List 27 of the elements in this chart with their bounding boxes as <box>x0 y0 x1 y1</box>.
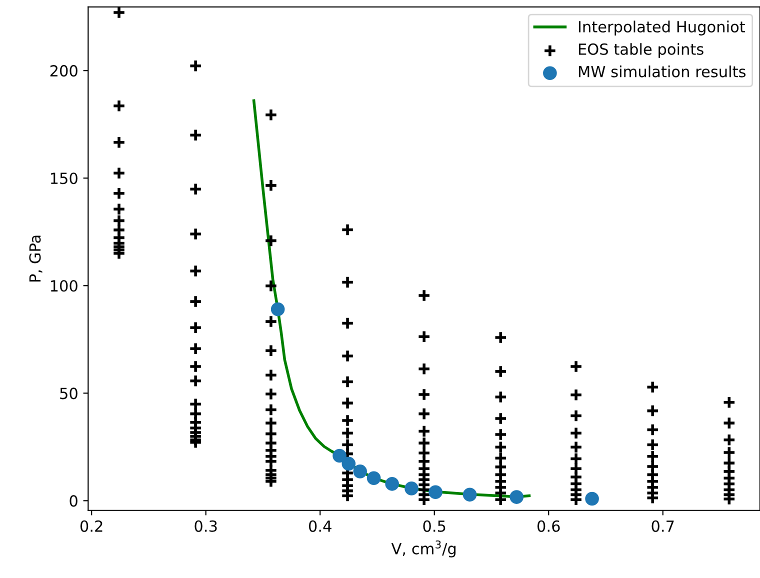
legend-label: Interpolated Hugoniot <box>578 20 746 36</box>
point <box>462 488 477 502</box>
y-tick-label: 200 <box>50 65 78 77</box>
y-tick-label: 50 <box>60 388 78 400</box>
point <box>404 482 418 496</box>
y-tick-label: 100 <box>50 280 78 292</box>
x-tick-label: 0.4 <box>308 520 332 532</box>
point <box>510 490 524 504</box>
y-axis-title: P, GPa <box>29 236 42 282</box>
point <box>342 456 356 471</box>
y-tick-label: 150 <box>50 172 78 184</box>
point <box>353 464 367 478</box>
point <box>270 302 285 316</box>
legend-label: MW simulation results <box>578 66 746 78</box>
y-tick-label: 0 <box>70 495 78 507</box>
point <box>428 485 442 499</box>
x-axis-title: V, cm$^{3}$/g <box>391 540 456 558</box>
point <box>385 477 399 491</box>
x-tick-label: 0.7 <box>652 520 674 532</box>
legend-label: EOS table points <box>578 43 704 58</box>
x-tick-label: 0.5 <box>423 520 446 532</box>
point <box>332 448 346 463</box>
x-tick-label: 0.3 <box>194 520 217 532</box>
x-tick-label: 0.2 <box>80 520 102 532</box>
point <box>366 471 381 486</box>
point <box>585 492 599 506</box>
x-tick-label: 0.6 <box>537 520 560 532</box>
